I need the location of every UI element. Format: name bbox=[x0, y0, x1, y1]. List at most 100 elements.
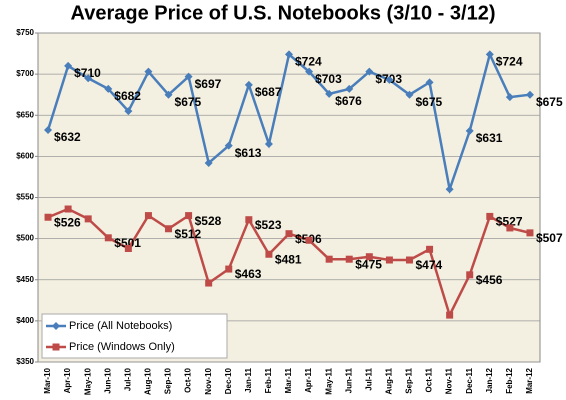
point-marker bbox=[325, 89, 334, 98]
x-tick-label: Mar-11 bbox=[284, 367, 293, 393]
data-label: $675 bbox=[415, 95, 442, 109]
point-marker bbox=[244, 80, 253, 89]
point-marker bbox=[144, 212, 152, 220]
x-tick-label: Aug-11 bbox=[385, 367, 394, 394]
data-label: $687 bbox=[255, 85, 282, 99]
x-tick-label: Dec-10 bbox=[224, 367, 233, 394]
data-label: $527 bbox=[496, 215, 523, 229]
point-marker bbox=[245, 216, 253, 224]
x-tick-label: Dec-11 bbox=[465, 367, 474, 393]
point-marker bbox=[225, 265, 233, 273]
point-marker bbox=[124, 244, 132, 252]
data-label: $474 bbox=[415, 258, 442, 272]
data-label: $675 bbox=[175, 95, 202, 109]
point-marker bbox=[505, 93, 514, 102]
y-tick-label: $700 bbox=[16, 69, 34, 78]
x-tick-label: Mar-12 bbox=[525, 367, 534, 393]
data-label: $475 bbox=[355, 257, 382, 271]
x-tick-label: Apr-11 bbox=[304, 367, 313, 392]
point-marker bbox=[526, 229, 534, 237]
data-label: $697 bbox=[195, 77, 222, 91]
data-label: $724 bbox=[295, 55, 322, 69]
point-marker bbox=[185, 212, 193, 220]
point-marker bbox=[64, 61, 73, 70]
point-marker bbox=[144, 67, 153, 76]
point-marker bbox=[64, 205, 72, 213]
point-marker bbox=[525, 90, 534, 99]
x-tick-label: May-10 bbox=[83, 367, 92, 395]
data-label: $481 bbox=[275, 252, 302, 266]
point-marker bbox=[465, 126, 474, 135]
x-tick-label: Apr-10 bbox=[63, 367, 72, 393]
legend-marker bbox=[52, 322, 60, 330]
point-marker bbox=[84, 215, 92, 223]
y-tick-label: $350 bbox=[16, 357, 34, 366]
x-tick-label: Jun-10 bbox=[103, 367, 112, 393]
data-label: $631 bbox=[476, 131, 503, 145]
point-marker bbox=[365, 67, 374, 76]
point-marker bbox=[345, 255, 353, 263]
data-label: $501 bbox=[114, 236, 141, 250]
point-marker bbox=[486, 212, 494, 220]
point-marker bbox=[385, 75, 394, 84]
x-tick-label: Oct-10 bbox=[184, 367, 193, 392]
y-tick-label: $750 bbox=[16, 28, 34, 37]
y-tick-label: $500 bbox=[16, 234, 34, 243]
legend-label: Price (Windows Only) bbox=[69, 341, 175, 353]
data-label: $682 bbox=[114, 89, 141, 103]
point-marker bbox=[265, 250, 273, 258]
point-marker bbox=[44, 213, 52, 221]
point-marker bbox=[224, 141, 233, 150]
point-marker bbox=[506, 224, 514, 232]
data-label: $523 bbox=[255, 218, 282, 232]
point-marker bbox=[425, 78, 434, 87]
point-marker bbox=[285, 230, 293, 238]
legend-box bbox=[41, 313, 228, 359]
data-label: $507 bbox=[536, 231, 563, 245]
x-tick-label: Nov-10 bbox=[204, 367, 213, 394]
point-marker bbox=[184, 72, 193, 81]
x-tick-label: May-11 bbox=[324, 367, 333, 394]
y-tick-label: $600 bbox=[16, 151, 34, 160]
point-marker bbox=[285, 50, 293, 59]
x-tick-label: Feb-12 bbox=[505, 367, 514, 393]
x-tick-label: Feb-11 bbox=[264, 367, 273, 393]
legend-label: Price (All Notebooks) bbox=[69, 320, 172, 332]
x-tick-label: Nov-11 bbox=[445, 367, 454, 394]
point-marker bbox=[325, 255, 333, 263]
point-marker bbox=[104, 234, 112, 242]
point-marker bbox=[264, 140, 273, 149]
x-tick-label: Oct-11 bbox=[425, 367, 434, 392]
x-tick-label: Jan-11 bbox=[244, 367, 253, 392]
x-tick-label: Jun-11 bbox=[344, 367, 353, 393]
data-label: $724 bbox=[496, 55, 523, 69]
data-label: $463 bbox=[235, 267, 262, 281]
y-tick-label: $400 bbox=[16, 316, 34, 325]
data-label: $512 bbox=[175, 227, 202, 241]
data-label: $528 bbox=[195, 214, 222, 228]
point-marker bbox=[204, 158, 213, 167]
point-marker bbox=[124, 107, 133, 116]
data-label: $710 bbox=[74, 66, 101, 80]
point-marker bbox=[305, 67, 314, 76]
data-label: $526 bbox=[54, 215, 81, 229]
point-marker bbox=[205, 279, 213, 287]
point-marker bbox=[84, 74, 93, 83]
point-marker bbox=[345, 84, 354, 93]
point-marker bbox=[405, 256, 413, 264]
x-tick-label: Jul-11 bbox=[364, 367, 373, 390]
data-label: $703 bbox=[315, 72, 342, 86]
y-tick-label: $650 bbox=[16, 110, 34, 119]
data-label: $613 bbox=[235, 146, 262, 160]
y-tick-label: $450 bbox=[16, 275, 34, 284]
data-label: $675 bbox=[536, 95, 563, 109]
point-marker bbox=[426, 245, 434, 253]
x-tick-label: Jul-10 bbox=[123, 367, 132, 391]
point-marker bbox=[405, 90, 414, 99]
point-marker bbox=[445, 185, 454, 194]
point-marker bbox=[44, 126, 53, 135]
data-label: $632 bbox=[54, 130, 81, 144]
point-marker bbox=[104, 84, 113, 93]
x-tick-label: Aug-10 bbox=[144, 367, 153, 395]
